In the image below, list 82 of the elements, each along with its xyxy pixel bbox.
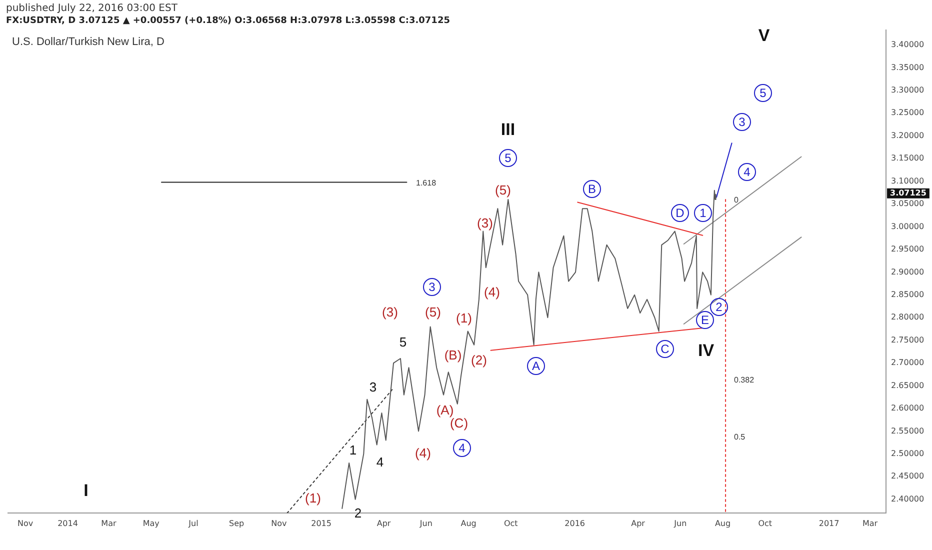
annotation: U.S. Dollar/Turkish New Lira, D <box>12 36 164 48</box>
annotation: (4) <box>415 446 431 460</box>
annotation: 4 <box>453 439 471 457</box>
annotation: 0.5 <box>734 432 746 442</box>
x-tick-label: Apr <box>631 518 646 528</box>
x-tick-label: Nov <box>271 518 287 528</box>
x-tick-label: Mar <box>862 518 878 528</box>
y-tick-label: 2.90000 <box>891 267 924 276</box>
annotation: III <box>500 120 516 140</box>
annotation: 5 <box>399 334 407 350</box>
annotation: 1.618 <box>416 178 436 188</box>
annotation: (3) <box>477 216 493 230</box>
annotation: (2) <box>471 352 487 368</box>
y-tick-label: 2.95000 <box>891 244 924 254</box>
annotation: C <box>656 340 674 358</box>
x-tick-label: Nov <box>18 518 34 528</box>
x-tick-label: Aug <box>460 518 476 528</box>
annotation: (1) <box>305 490 321 506</box>
y-tick-label: 2.40000 <box>891 494 924 504</box>
y-tick-label: 2.45000 <box>891 472 924 481</box>
x-tick-label: 2016 <box>564 518 585 528</box>
annotation: B <box>583 180 601 198</box>
annotation: D <box>671 204 689 222</box>
x-tick-label: May <box>142 518 160 528</box>
y-tick-label: 2.50000 <box>891 449 924 458</box>
y-tick-label: 3.10000 <box>891 176 924 186</box>
text: 3.07125 <box>890 188 927 198</box>
annotation: 4 <box>738 163 756 181</box>
annotation: (1) <box>456 310 472 326</box>
annotation: (A) <box>436 402 454 418</box>
annotation: 5 <box>754 84 772 102</box>
y-tick-label: 3.15000 <box>891 154 924 163</box>
y-tick-label: 3.20000 <box>891 130 924 140</box>
x-tick-label: Oct <box>758 518 772 528</box>
y-tick-label: 2.65000 <box>891 380 924 390</box>
y-tick-label: 2.55000 <box>891 426 924 436</box>
annotation: V <box>758 26 770 46</box>
y-tick-label: 2.60000 <box>891 404 924 413</box>
chart-title: FX:USDTRY, D 3.07125 ▲ +0.00557 (+0.18%) O:3.06568 H:3.07978 L:3.05598 C:3.07125 <box>6 16 450 26</box>
x-tick-label: 2014 <box>58 518 78 528</box>
x-tick-label: Aug <box>714 518 731 528</box>
annotation: 0 <box>734 196 738 204</box>
annotation: (5) <box>425 304 441 320</box>
annotation: (4) <box>484 284 500 300</box>
annotation: E <box>696 311 714 329</box>
y-tick-label: 3.05000 <box>891 199 924 208</box>
x-tick-label: Apr <box>376 518 392 528</box>
y-tick-label: 3.40000 <box>891 40 924 50</box>
x-tick-label: Jun <box>418 518 432 528</box>
annotation: I <box>84 481 88 501</box>
annotation: 1 <box>694 204 712 222</box>
annotation: (B) <box>444 348 462 362</box>
x-tick-label: 2015 <box>311 518 332 528</box>
annotation: 3 <box>369 380 377 394</box>
y-tick-label: 2.75000 <box>891 335 924 344</box>
annotation: (3) <box>382 304 398 320</box>
annotation: 3 <box>733 113 751 131</box>
annotation: 2 <box>710 298 728 316</box>
x-tick-label: Sep <box>228 518 244 528</box>
y-tick-label: 2.80000 <box>891 312 924 322</box>
y-tick-label: 3.25000 <box>891 108 924 118</box>
y-tick-label: 3.30000 <box>891 86 924 95</box>
x-tick-label: Jul <box>188 518 198 528</box>
y-tick-label: 3.35000 <box>891 62 924 72</box>
annotation: 4 <box>376 454 384 470</box>
annotation: A <box>527 357 545 375</box>
y-tick-label: 3.00000 <box>891 222 924 231</box>
y-tick-label: 2.85000 <box>891 290 924 299</box>
x-tick-label: Mar <box>101 518 117 528</box>
x-tick-label: Oct <box>504 518 518 528</box>
annotation: IV <box>698 341 714 361</box>
x-tick-label: 2017 <box>818 518 840 528</box>
annotation: 1 <box>349 442 357 458</box>
chart-subtitle: published July 22, 2016 03:00 EST <box>6 3 178 14</box>
annotation: 2 <box>354 506 362 520</box>
annotation: 0.382 <box>734 376 754 384</box>
annotation: (C) <box>450 416 468 430</box>
y-tick-label: 2.70000 <box>891 358 924 368</box>
annotation: 5 <box>499 149 517 167</box>
annotation: 3 <box>423 278 441 296</box>
annotation: (5) <box>495 182 511 198</box>
x-tick-label: Jun <box>673 518 687 528</box>
